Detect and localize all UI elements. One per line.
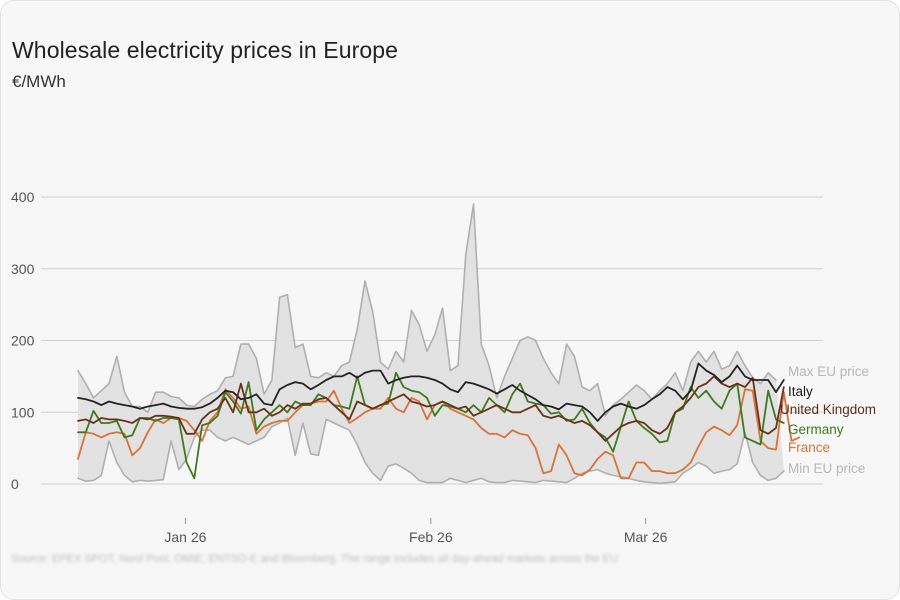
italy-line xyxy=(77,362,785,422)
y-tick-label: 0 xyxy=(11,476,19,492)
series-lines xyxy=(77,203,801,485)
legend-united-kingdom: United Kingdom xyxy=(780,402,876,417)
x-tick-label: Mar 26 xyxy=(624,529,668,545)
legend-min-eu-price: Min EU price xyxy=(788,461,865,476)
x-axis-ticks: Jan 26 Feb 26 Mar 26 xyxy=(164,518,668,545)
chart-legend: Max EU price Italy United Kingdom Germany Fr… xyxy=(780,364,876,476)
x-tick-label: Jan 26 xyxy=(164,529,206,545)
source-footnote: Source: EPEX SPOT, Nord Pool, OMIE, ENTS… xyxy=(11,553,618,565)
y-axis-ticks: 0 100 200 300 400 xyxy=(11,189,35,492)
legend-max-eu-price: Max EU price xyxy=(788,364,869,379)
max-eu-price-line xyxy=(77,203,777,417)
y-tick-label: 400 xyxy=(11,189,35,205)
y-tick-label: 200 xyxy=(11,333,35,349)
germany-line xyxy=(77,371,785,480)
x-tick-label: Feb 26 xyxy=(409,529,453,545)
legend-germany: Germany xyxy=(788,422,844,437)
y-tick-label: 100 xyxy=(11,404,35,420)
legend-italy: Italy xyxy=(788,384,813,399)
legend-france: France xyxy=(788,440,830,455)
chart-subtitle: €/MWh xyxy=(12,72,66,91)
min-eu-price-line xyxy=(77,417,785,485)
chart-title: Wholesale electricity prices in Europe xyxy=(12,37,399,63)
y-tick-label: 300 xyxy=(11,261,35,277)
united-kingdom-line xyxy=(77,375,785,442)
